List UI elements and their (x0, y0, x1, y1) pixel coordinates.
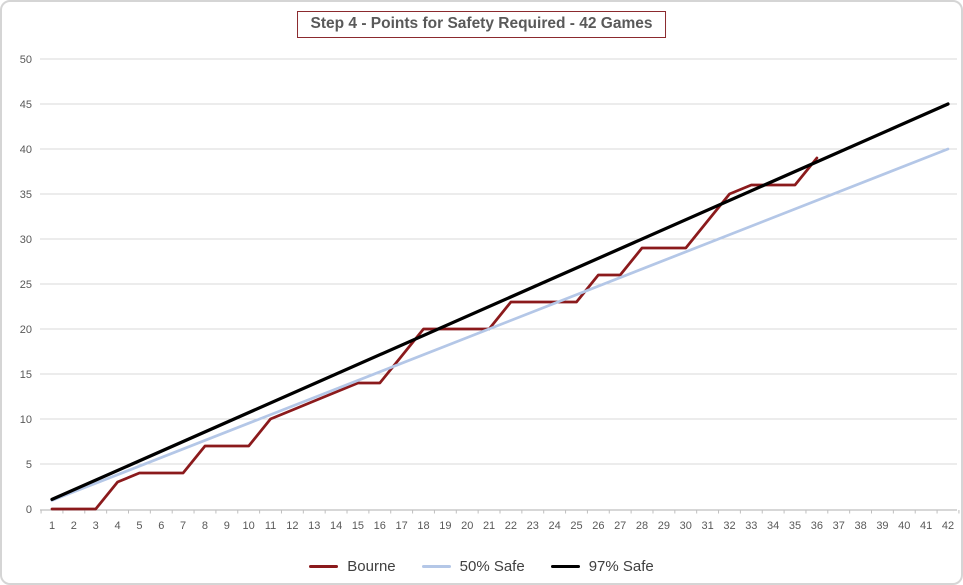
y-axis-label: 15 (20, 369, 32, 381)
x-axis-label: 33 (745, 520, 757, 532)
x-axis-label: 25 (570, 520, 582, 532)
legend: Bourne 50% Safe 97% Safe (2, 558, 961, 575)
legend-item-fifty-safe[interactable]: 50% Safe (421, 558, 525, 575)
y-axis-label: 40 (20, 144, 32, 156)
fifty-safe-line-swatch (421, 564, 451, 569)
x-axis-label: 16 (374, 520, 386, 532)
x-axis (40, 509, 960, 514)
x-axis-label: 35 (789, 520, 801, 532)
x-axis-label: 24 (549, 520, 561, 532)
x-axis-label: 19 (439, 520, 451, 532)
y-axis-label: 35 (20, 189, 32, 201)
x-axis-label: 17 (396, 520, 408, 532)
x-axis-label: 42 (942, 520, 954, 532)
legend-label-ninetyseven-safe: 97% Safe (588, 558, 654, 575)
x-axis-label: 2 (71, 520, 77, 532)
y-axis-label: 0 (26, 504, 32, 516)
x-axis-label: 4 (114, 520, 120, 532)
ninetyseven-safe-line-swatch (550, 564, 580, 569)
x-axis-label: 41 (920, 520, 932, 532)
legend-item-ninetyseven-safe[interactable]: 97% Safe (550, 558, 654, 575)
y-axis-label: 25 (20, 279, 32, 291)
x-axis-label: 8 (202, 520, 208, 532)
legend-item-bourne[interactable]: Bourne (309, 558, 396, 575)
y-axis-label: 50 (20, 54, 32, 66)
x-axis-label: 7 (180, 520, 186, 532)
x-axis-label: 32 (723, 520, 735, 532)
x-axis-label: 21 (483, 520, 495, 532)
x-axis-label: 38 (854, 520, 866, 532)
y-axis-label: 5 (26, 459, 32, 471)
fifty-safe-line[interactable] (50, 147, 950, 502)
x-axis-label: 40 (898, 520, 910, 532)
x-axis-label: 27 (614, 520, 626, 532)
x-axis-label: 11 (265, 520, 276, 532)
x-axis-label: 23 (527, 520, 539, 532)
y-axis-label: 45 (20, 99, 32, 111)
x-axis-label: 13 (308, 520, 320, 532)
x-axis-label: 3 (93, 520, 99, 532)
x-axis-label: 37 (833, 520, 845, 532)
x-axis-label: 10 (243, 520, 255, 532)
x-axis-label: 6 (158, 520, 164, 532)
x-axis-label: 20 (461, 520, 473, 532)
x-axis-label: 39 (876, 520, 888, 532)
series-lines (50, 102, 950, 511)
x-axis-label: 18 (417, 520, 429, 532)
x-axis-label: 15 (352, 520, 364, 532)
x-axis-label: 28 (636, 520, 648, 532)
x-axis-label: 9 (224, 520, 230, 532)
x-axis-label: 29 (658, 520, 670, 532)
chart-title[interactable]: Step 4 - Points for Safety Required - 42… (296, 11, 667, 38)
bourne-line-swatch (309, 564, 339, 569)
x-axis-label: 34 (767, 520, 779, 532)
x-axis-label: 22 (505, 520, 517, 532)
x-axis-label: 36 (811, 520, 823, 532)
gridlines (40, 58, 957, 465)
legend-label-bourne: Bourne (347, 558, 396, 575)
x-axis-label: 14 (330, 520, 342, 532)
x-axis-label: 26 (592, 520, 604, 532)
x-axis-label: 12 (286, 520, 298, 532)
x-axis-label: 1 (49, 520, 55, 532)
y-axis-label: 20 (20, 324, 32, 336)
x-axis-label: 5 (136, 520, 142, 532)
y-axis-label: 10 (20, 414, 32, 426)
legend-label-fifty-safe: 50% Safe (459, 558, 525, 575)
y-axis-label: 30 (20, 234, 32, 246)
x-axis-label: 30 (680, 520, 692, 532)
ninetyseven-safe-line[interactable] (50, 102, 950, 502)
x-axis-label: 31 (701, 520, 713, 532)
